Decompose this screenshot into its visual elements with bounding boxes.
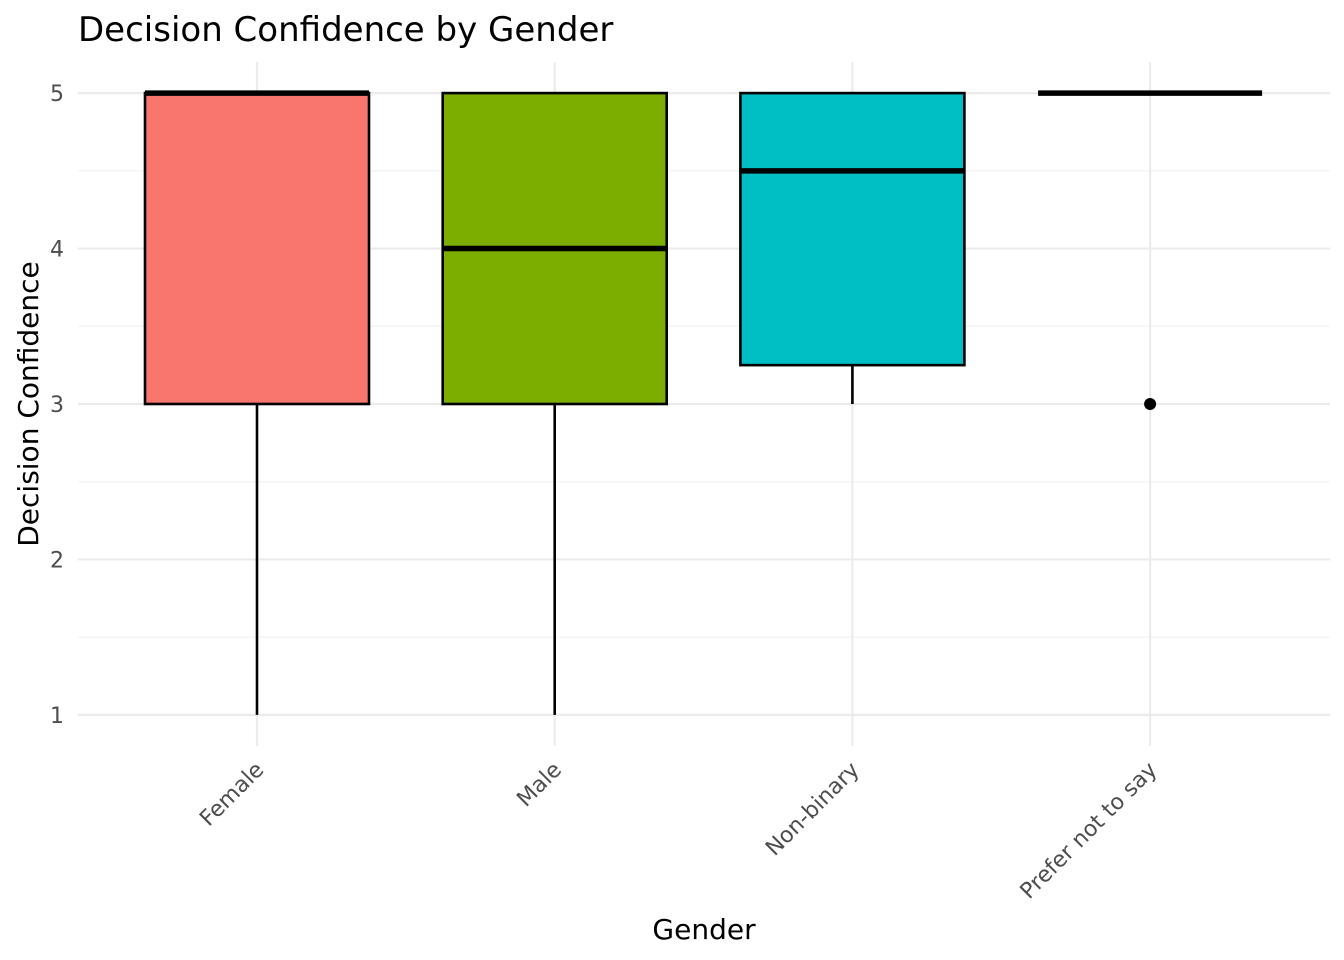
box-prefer-not-to-say [1038,90,1263,410]
y-axis-title: Decision Confidence [12,261,45,547]
chart-title: Decision Confidence by Gender [78,10,613,50]
outlier-point [1144,398,1157,410]
x-tick-label: Male [512,758,567,813]
y-tick-label: 2 [50,548,64,573]
box-body [143,91,371,406]
box-female [143,90,371,715]
box-series [143,90,1263,715]
y-tick-label: 4 [50,238,64,263]
x-tick-label: Non-binary [761,758,865,862]
y-tick-label: 5 [50,82,64,107]
x-tick-label: Female [195,758,269,832]
y-tick-label: 1 [50,704,64,729]
y-tick-label: 3 [50,393,64,418]
box-body [739,91,966,367]
x-axis-title: Gender [652,913,756,946]
box-non-binary [739,91,966,404]
box-male [441,91,669,715]
x-tick-label: Prefer not to say [1016,758,1163,905]
